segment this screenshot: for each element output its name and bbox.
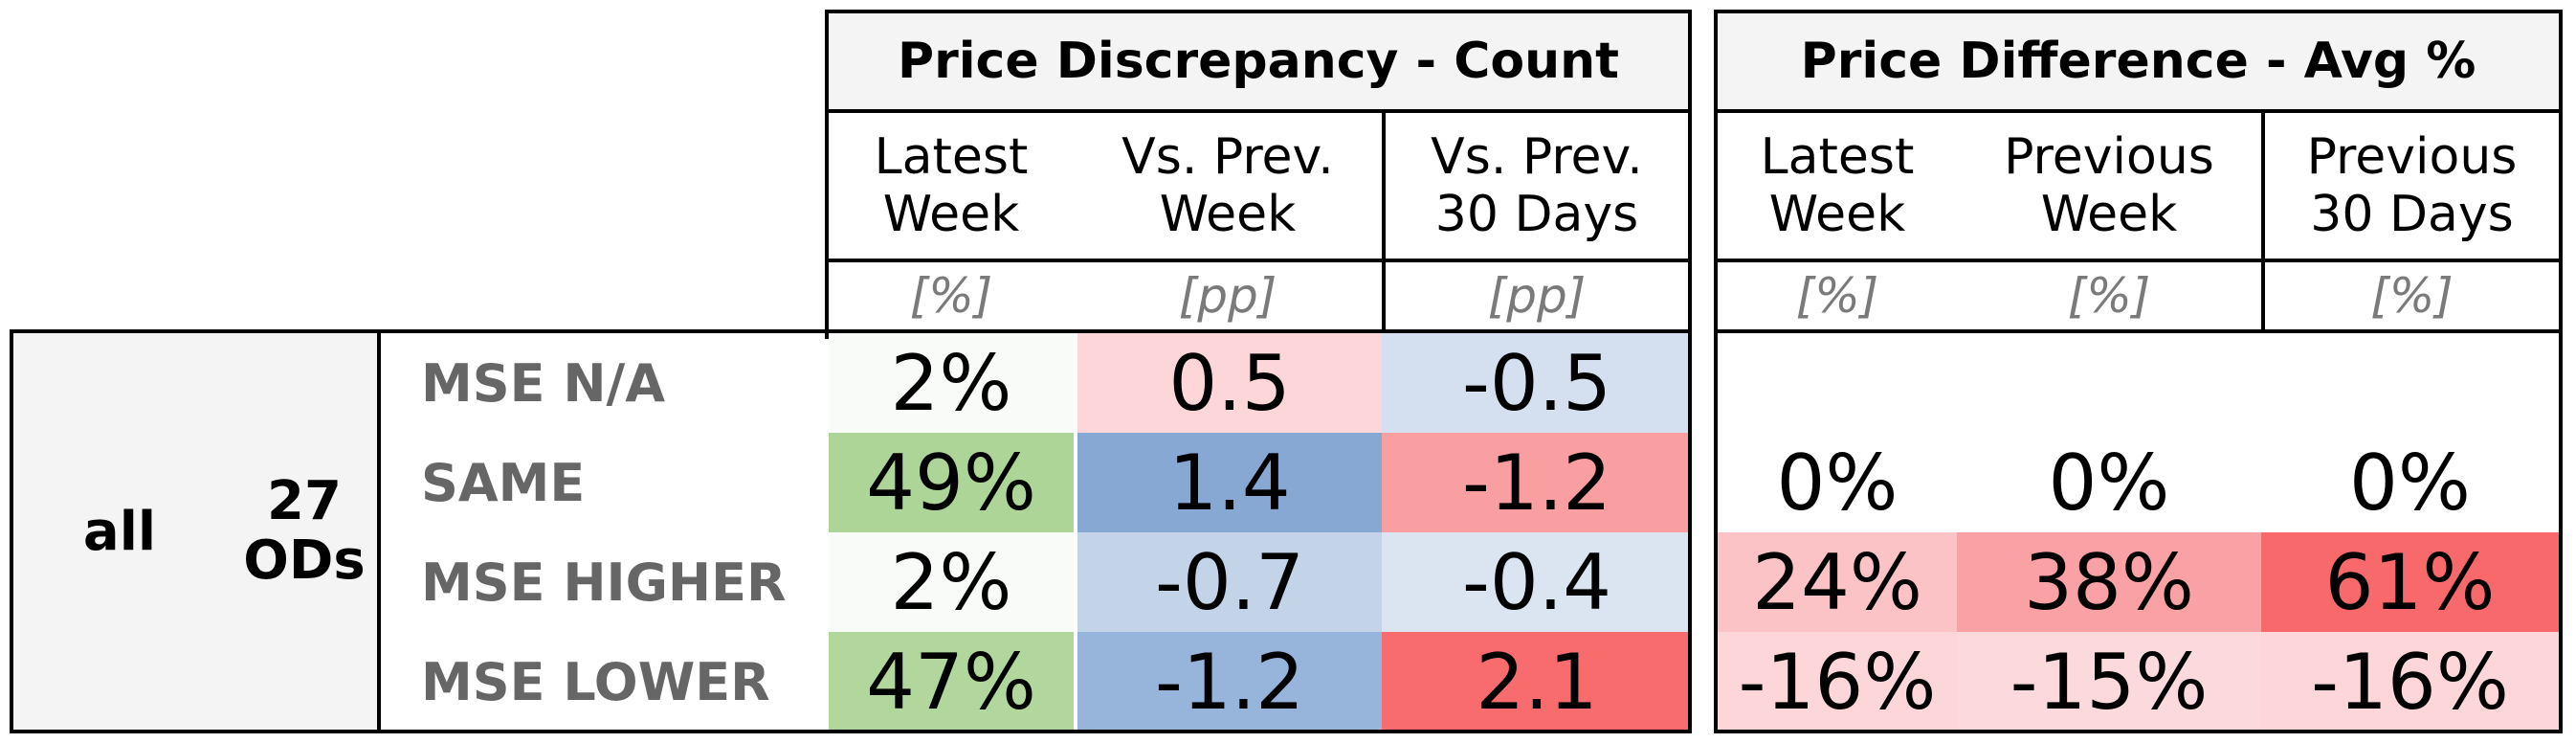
unit-previous-30-days-avg: [%]	[2261, 262, 2563, 333]
difference-cell-mse-higher-2: 61%	[2261, 532, 2559, 632]
unit-latest-week: [%]	[825, 262, 1077, 333]
row-label-mse-higher: MSE HIGHER	[421, 552, 787, 613]
unit-vs-prev-30-days: [pp]	[1382, 262, 1692, 333]
discrepancy-cell-same-0: 49%	[829, 433, 1074, 532]
difference-cell-mse-higher-1: 38%	[1957, 532, 2261, 632]
difference-cell-mse-n-a-1	[1957, 333, 2261, 433]
discrepancy-cell-mse-higher-2: -0.4	[1382, 532, 1692, 632]
unit-vs-prev-week: [pp]	[1074, 262, 1386, 333]
discrepancy-cell-mse-n-a-1: 0.5	[1077, 333, 1382, 433]
discrepancy-cell-mse-lower-2: 2.1	[1382, 632, 1692, 732]
discrepancy-cell-mse-n-a-2: -0.5	[1382, 333, 1692, 433]
difference-cell-mse-lower-2: -16%	[2261, 632, 2559, 732]
segment-all-label: all	[82, 500, 157, 563]
segment-divider	[377, 329, 381, 733]
segment-label-block	[10, 329, 381, 733]
row-label-mse-n-a: MSE N/A	[421, 352, 666, 414]
row-label-same: SAME	[421, 452, 586, 513]
discrepancy-group-title: Price Discrepancy - Count	[825, 10, 1692, 113]
segment-ods-label: 27 ODs	[243, 470, 366, 592]
difference-cell-same-2: 0%	[2261, 433, 2559, 532]
difference-group-title: Price Difference - Avg %	[1714, 10, 2563, 113]
discrepancy-cell-same-1: 1.4	[1077, 433, 1382, 532]
col-header-previous-30-days-avg: Previous 30 Days	[2261, 113, 2563, 262]
col-header-vs-prev-week: Vs. Prev. Week	[1074, 113, 1386, 262]
col-header-latest-week-avg: Latest Week	[1714, 113, 1961, 262]
col-header-vs-prev-30-days: Vs. Prev. 30 Days	[1382, 113, 1692, 262]
difference-cell-mse-higher-0: 24%	[1718, 532, 1957, 632]
difference-cell-mse-n-a-2	[2261, 333, 2559, 433]
difference-cell-mse-lower-0: -16%	[1718, 632, 1957, 732]
row-label-mse-lower: MSE LOWER	[421, 651, 770, 712]
difference-cell-mse-lower-1: -15%	[1957, 632, 2261, 732]
discrepancy-cell-mse-higher-1: -0.7	[1077, 532, 1382, 632]
discrepancy-cell-same-2: -1.2	[1382, 433, 1692, 532]
discrepancy-cell-mse-higher-0: 2%	[829, 532, 1074, 632]
difference-cell-mse-n-a-0	[1718, 333, 1957, 433]
unit-previous-week-avg: [%]	[1957, 262, 2265, 333]
col-header-latest-week: Latest Week	[825, 113, 1077, 262]
discrepancy-cell-mse-lower-1: -1.2	[1077, 632, 1382, 732]
unit-latest-week-avg: [%]	[1714, 262, 1961, 333]
difference-cell-same-1: 0%	[1957, 433, 2261, 532]
difference-cell-same-0: 0%	[1718, 433, 1957, 532]
discrepancy-cell-mse-n-a-0: 2%	[829, 333, 1074, 433]
col-header-previous-week-avg: Previous Week	[1957, 113, 2265, 262]
discrepancy-cell-mse-lower-0: 47%	[829, 632, 1074, 732]
discrepancy-left-rule	[825, 329, 829, 339]
